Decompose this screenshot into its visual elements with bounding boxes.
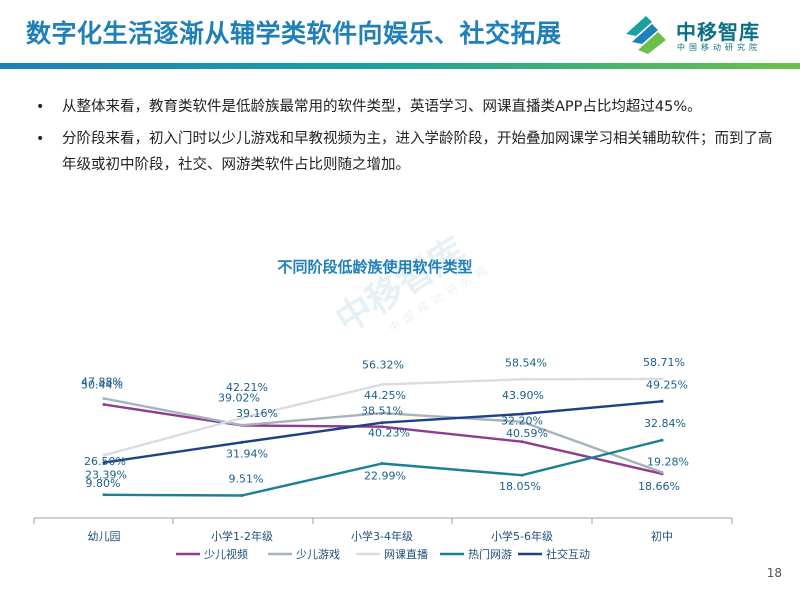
data-point [380,462,384,465]
data-label: 58.54% [505,356,547,369]
data-point [380,421,384,425]
data-point [380,411,384,415]
data-label: 31.94% [226,447,268,460]
data-label: 40.59% [506,427,548,440]
bullet-dot-icon: • [36,131,45,147]
data-point [520,473,524,477]
logo-mark-icon [626,16,666,54]
data-point [660,399,664,403]
legend-label: 网课直播 [384,547,428,561]
data-label: 9.51% [229,473,264,486]
data-point [520,412,524,416]
data-label: 43.90% [502,389,544,402]
data-label: 49.25% [646,378,688,391]
data-point [520,420,524,424]
data-point [380,425,384,429]
data-label: 56.32% [362,359,404,372]
logo: 中移智库 中国移动研究院 [622,10,782,60]
data-point [102,493,106,497]
legend-label: 热门网游 [468,547,512,561]
data-point [102,453,106,457]
page-number: 18 [766,566,782,580]
data-label: 19.28% [647,455,689,468]
data-label: 32.84% [644,417,686,430]
bullet-list: • 从整体来看，教育类软件是低龄族最常用的软件类型，英语学习、网课直播类APP占… [36,94,776,184]
data-label: 39.02% [218,392,260,405]
chart-title: 不同阶段低龄族使用软件类型 [277,258,472,276]
bullet-text: 从整体来看，教育类软件是低龄族最常用的软件类型，英语学习、网课直播类APP占比均… [62,99,702,115]
legend-label: 社交互动 [546,547,590,561]
data-point [240,423,244,427]
data-label: 32.20% [501,415,543,428]
data-label: 9.80% [86,477,121,490]
data-point [240,494,244,497]
data-point [240,440,244,444]
bullet-text: 分阶段来看，初入门时以少儿游戏和早教视频为主，进入学龄阶段，开始叠加网课学习相关… [62,131,773,173]
x-tick-label: 初中 [651,529,673,543]
bullet-item: • 分阶段来看，初入门时以少儿游戏和早教视频为主，进入学龄阶段，开始叠加网课学习… [36,126,776,178]
x-tick-label: 小学5-6年级 [491,529,553,543]
header-divider [0,63,800,69]
data-point [240,416,244,420]
data-point [660,470,664,474]
x-tick-label: 小学3-4年级 [351,529,413,543]
data-point [102,403,106,406]
logo-subtitle: 中国移动研究院 [677,43,761,52]
data-label: 22.99% [364,470,406,483]
data-point [102,397,106,400]
data-label: 26.50% [84,455,126,468]
data-label: 23.39% [85,469,127,482]
data-label: 58.71% [643,356,685,369]
data-label: 42.21% [226,381,268,394]
bullet-dot-icon: • [36,99,45,115]
slide-title: 数字化生活逐渐从辅学类软件向娱乐、社交拓展 [26,19,562,48]
x-tick-label: 小学1-2年级 [211,529,273,543]
data-point [660,377,664,381]
data-label: 18.66% [638,480,680,493]
line-chart: 不同阶段低龄族使用软件类型 47.88% 39.02% 38.51% 32.20% 18… [33,258,733,561]
data-label: 47.88% [81,376,123,389]
data-point [520,440,524,444]
x-tick-label: 幼儿园 [88,530,121,543]
data-point [102,461,106,465]
data-label: 18.05% [499,480,541,493]
data-label: 38.51% [361,405,403,418]
data-label: 39.16% [236,407,278,420]
data-point [380,383,384,386]
legend-label: 少儿游戏 [296,548,340,561]
legend-label: 少儿视频 [204,547,248,561]
logo-name: 中移智库 [676,20,760,44]
data-label: 44.25% [364,389,406,402]
bullet-item: • 从整体来看，教育类软件是低龄族最常用的软件类型，英语学习、网课直播类APP占… [36,94,776,120]
data-point [660,438,664,442]
data-label: 40.23% [368,427,410,440]
series-line [103,439,663,497]
data-point [520,377,524,381]
data-label: 50.44% [81,379,123,392]
